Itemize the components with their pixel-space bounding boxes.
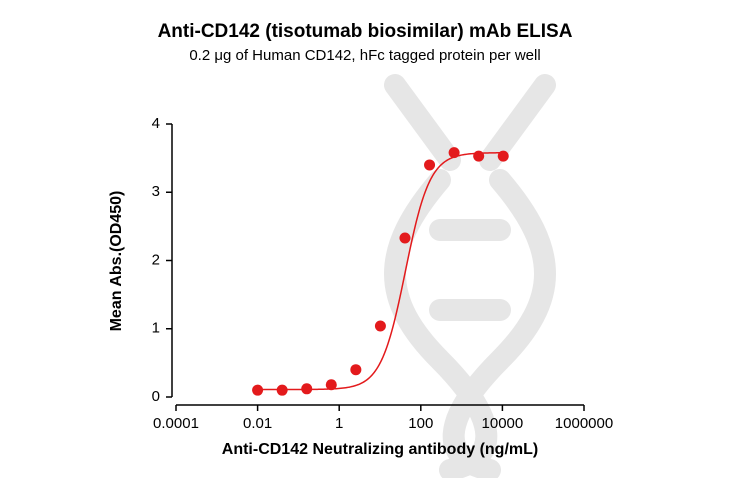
x-tick-label: 100 [408,415,433,432]
y-tick-label: 2 [152,251,160,268]
data-point [350,364,362,376]
y-tick-label: 4 [152,115,160,132]
y-tick-label: 3 [152,183,160,200]
data-point [473,150,485,162]
fit-curve [256,151,505,391]
chart-subtitle: 0.2 μg of Human CD142, hFc tagged protei… [189,47,540,64]
data-point [448,147,460,159]
x-tick-label: 0.01 [243,415,272,432]
x-tick-label: 10000 [482,415,524,432]
x-tick-label: 1000000 [555,415,613,432]
x-tick-label: 1 [335,415,343,432]
y-tick-label: 0 [152,388,160,405]
data-point [301,383,313,395]
y-axis-label: Mean Abs.(OD450) [108,191,125,332]
x-axis-label: Anti-CD142 Neutralizing antibody (ng/mL) [222,441,538,458]
data-point [497,150,509,162]
chart-title: Anti-CD142 (tisotumab biosimilar) mAb EL… [158,21,573,42]
x-tick-label: 0.0001 [153,415,199,432]
data-point [276,384,288,396]
data-point [325,379,337,391]
data-point [374,320,386,332]
data-point [424,159,436,171]
y-tick-label: 1 [152,320,160,337]
watermark [384,74,556,478]
data-point [252,384,264,396]
data-point [399,232,411,244]
